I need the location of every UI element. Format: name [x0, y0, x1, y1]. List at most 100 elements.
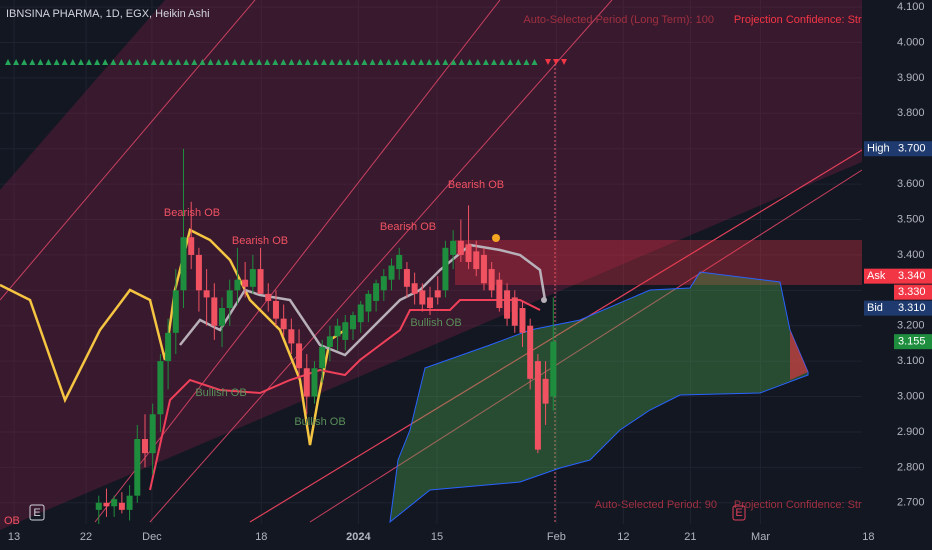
period-long: Auto-Selected Period (Long Term): 100 [523, 14, 714, 26]
channel-line [149, 0, 613, 523]
confidence: Projection Confidence: Strong [734, 14, 880, 26]
signal-up [183, 59, 190, 65]
signal-up [94, 59, 101, 65]
candle-body [434, 290, 441, 298]
channel-line [249, 149, 863, 523]
signal-up [272, 59, 279, 65]
signal-up [345, 59, 352, 65]
candle-body [203, 290, 210, 298]
signal-up [223, 59, 230, 65]
signal-up [410, 59, 416, 65]
signal-up [29, 59, 36, 65]
signal-up [158, 59, 165, 65]
y-tick-label: 3.200 [897, 320, 925, 332]
candle-body [357, 304, 364, 323]
tag-name-box [864, 268, 894, 284]
signal-up [393, 59, 400, 65]
candle-body [242, 279, 249, 287]
price-tag-label: 3.310 [898, 302, 926, 314]
tag-name: High [867, 143, 890, 155]
signal-up [337, 59, 344, 65]
candle-body [311, 368, 318, 397]
price-tag-label: 3.700 [898, 143, 926, 155]
signal-up [86, 59, 92, 65]
signal-up [61, 59, 68, 65]
period-short: Auto-Selected Period: 90 [595, 499, 717, 511]
candle-body [265, 293, 272, 301]
signal-up [523, 59, 530, 65]
candle-body [188, 237, 195, 255]
chart-title: IBNSINA PHARMA, 1D, EGX, Heikin Ashi [6, 8, 210, 20]
price-tag [894, 141, 932, 157]
annotation: Bullish OB [410, 317, 461, 329]
candle-body [527, 325, 534, 379]
signal-up [466, 59, 473, 65]
event-box[interactable] [29, 504, 45, 521]
candle-body [195, 254, 202, 291]
signal-up [102, 59, 109, 65]
candle-body [272, 300, 279, 319]
y-tick-label: 2.800 [897, 461, 925, 473]
price-tag-label: 3.155 [898, 336, 926, 348]
candle-body [226, 290, 233, 309]
x-tick-label: 21 [684, 531, 696, 543]
average-line [179, 243, 547, 357]
candle-body [427, 297, 434, 309]
x-tick-label: 15 [431, 531, 443, 543]
signal-up [215, 59, 222, 65]
confidence-short: Projection Confidence: Strong [734, 499, 880, 511]
candle-body [126, 495, 133, 510]
signal-dot [492, 234, 500, 242]
signal-up [134, 59, 141, 65]
candle-body [319, 346, 326, 369]
tag-name-box [864, 300, 894, 316]
signal-up [401, 59, 408, 65]
y-tick-label: 3.500 [897, 213, 925, 225]
price-tag [894, 300, 932, 316]
candle-body [411, 283, 418, 294]
y-tick-label: 3.600 [897, 178, 925, 190]
y-tick-label: 3.800 [897, 107, 925, 119]
signal-up [110, 59, 117, 65]
annotation: Bearish OB [232, 235, 288, 247]
signal-up [329, 59, 335, 65]
x-tick-label: Mar [751, 531, 770, 543]
event-marker[interactable]: E [33, 507, 40, 519]
signal-up [434, 59, 441, 65]
y-tick-label: 2.700 [897, 497, 925, 509]
candle-body [519, 308, 526, 333]
candle-body [134, 439, 141, 496]
candle-body [473, 251, 480, 270]
annotation: Bearish OB [448, 179, 504, 191]
candle-body [334, 325, 341, 337]
signal-up [248, 59, 254, 65]
signal-up [69, 59, 76, 65]
signal-up [191, 59, 198, 65]
annotation: Bearish OB [164, 207, 220, 219]
candle-body [511, 297, 518, 326]
candle-body [403, 269, 410, 287]
candle-body [550, 341, 557, 397]
candle-body [488, 269, 495, 291]
signal-up [369, 59, 376, 65]
x-tick-label: 22 [80, 531, 92, 543]
signal-up [361, 59, 368, 65]
candle-body [419, 290, 426, 305]
signal-down [545, 59, 551, 65]
trend-line [0, 228, 346, 446]
event-marker[interactable]: E [735, 507, 742, 519]
event-box[interactable] [732, 505, 746, 521]
signal-up [499, 59, 506, 65]
signal-up [21, 59, 28, 65]
candle-body [280, 318, 287, 330]
candle-body [450, 240, 457, 255]
signal-up [256, 59, 263, 65]
signal-up [296, 59, 303, 65]
signal-up [142, 59, 149, 65]
y-tick-label: 4.000 [897, 36, 925, 48]
candle-body [457, 240, 464, 255]
signal-up [5, 59, 11, 65]
candle-body [141, 439, 148, 454]
candle-body [234, 279, 241, 291]
